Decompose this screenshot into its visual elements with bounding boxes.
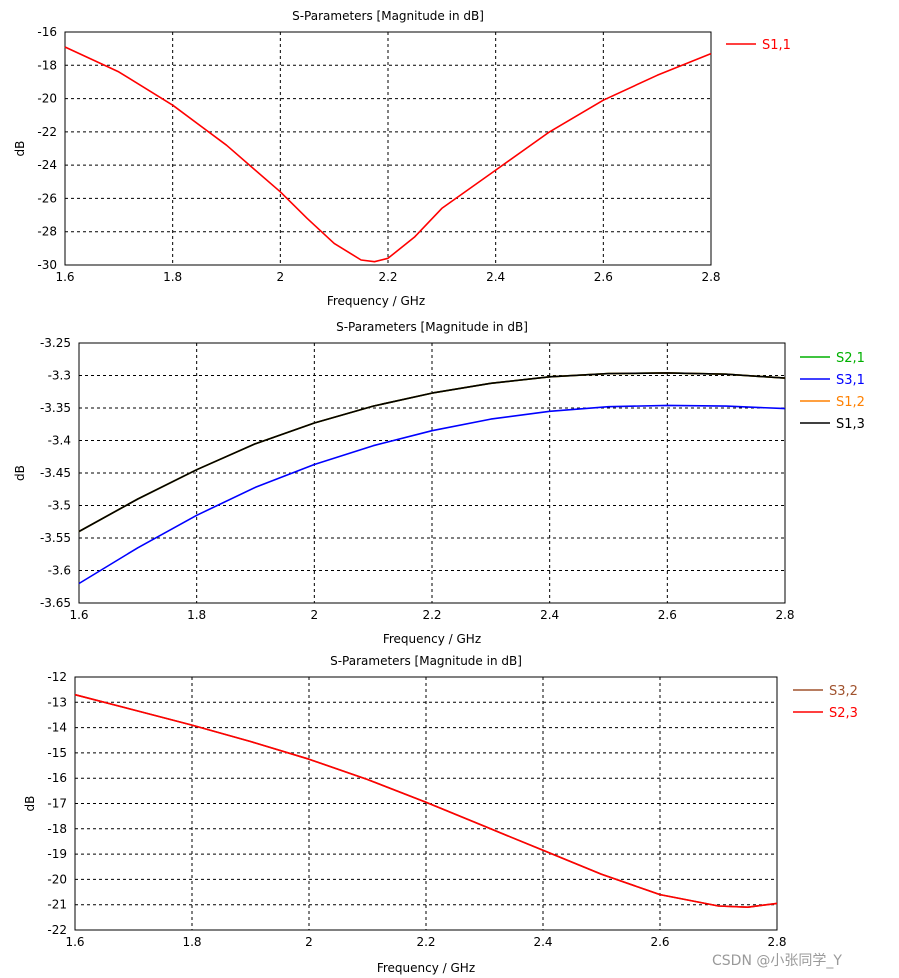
x-tick-label: 1.6	[65, 935, 84, 949]
y-tick-label: -12	[47, 670, 67, 684]
y-tick-label: -18	[37, 58, 57, 72]
legend-label: S2,3	[829, 706, 858, 721]
x-tick-label: 2.4	[540, 608, 559, 622]
chart-2: 1.6 1.8 2 2.2 2.4 2.6 2.8 -3.25 -3.3 -3.35 -3.4 -3.…	[13, 320, 865, 646]
y-tick-label: -3.25	[40, 336, 71, 350]
chart-title: S-Parameters [Magnitude in dB]	[330, 654, 522, 668]
y-tick-label: -20	[47, 872, 67, 886]
x-tick-label: 2.4	[486, 270, 505, 284]
y-tick-label: -15	[47, 746, 67, 760]
y-tick-label: -3.4	[48, 434, 71, 448]
y-tick-label: -16	[37, 25, 57, 39]
y-tick-label: -13	[47, 695, 67, 709]
x-tick-label: 2.6	[594, 270, 613, 284]
y-tick-label: -22	[47, 923, 67, 937]
x-tick-label: 2.2	[416, 935, 435, 949]
y-tick-label: -19	[47, 847, 67, 861]
plot-frame	[74, 676, 778, 931]
x-axis-label: Frequency / GHz	[327, 294, 425, 308]
x-tick-label: 2.8	[775, 608, 794, 622]
x-tick-label: 1.8	[163, 270, 182, 284]
chart-title: S-Parameters [Magnitude in dB]	[292, 9, 484, 23]
x-tick-label: 2.6	[650, 935, 669, 949]
y-tick-label: -24	[37, 158, 57, 172]
y-tick-label: -3.3	[48, 369, 71, 383]
plot-frame	[64, 31, 712, 266]
y-tick-label: -28	[37, 225, 57, 239]
y-tick-label: -3.6	[48, 564, 71, 578]
series-line-S3,1	[78, 404, 786, 585]
y-tick-label: -3.5	[48, 499, 71, 513]
y-axis-label: dB	[13, 141, 27, 157]
series-line-S2,3	[74, 693, 778, 909]
x-tick-label: 1.6	[55, 270, 74, 284]
y-tick-label: -3.35	[40, 401, 71, 415]
x-tick-label: 2.4	[533, 935, 552, 949]
y-tick-label: -3.55	[40, 531, 71, 545]
plot-frame	[78, 342, 786, 604]
legend-label: S2,1	[836, 351, 865, 366]
y-tick-label: -20	[37, 92, 57, 106]
x-axis-label: Frequency / GHz	[383, 632, 481, 646]
x-tick-label: 1.8	[182, 935, 201, 949]
y-tick-label: -16	[47, 771, 67, 785]
y-tick-label: -17	[47, 797, 67, 811]
y-tick-label: -18	[47, 822, 67, 836]
y-axis-label: dB	[13, 465, 27, 481]
x-axis-label: Frequency / GHz	[377, 961, 475, 975]
legend-label: S1,2	[836, 395, 865, 410]
legend-label: S3,1	[836, 373, 865, 388]
legend-label: S1,1	[762, 38, 791, 53]
chart-title: S-Parameters [Magnitude in dB]	[336, 320, 528, 334]
series-line-S1,1	[64, 46, 712, 263]
x-tick-label: 2.8	[701, 270, 720, 284]
watermark: CSDN @小张同学_Y	[712, 953, 842, 969]
y-tick-label: -30	[37, 258, 57, 272]
y-tick-label: -3.65	[40, 596, 71, 610]
x-tick-label: 2.8	[767, 935, 786, 949]
x-tick-label: 2	[305, 935, 313, 949]
x-tick-label: 2.2	[378, 270, 397, 284]
y-tick-label: -3.45	[40, 466, 71, 480]
x-tick-label: 1.6	[69, 608, 88, 622]
y-tick-label: -21	[47, 898, 67, 912]
y-tick-label: -22	[37, 125, 57, 139]
series-line-S1,3	[78, 372, 786, 533]
chart-3: 1.6 1.8 2 2.2 2.4 2.6 2.8 -12 -13 -14 -15 -16 -17 -18…	[23, 654, 858, 975]
x-tick-label: 2.6	[658, 608, 677, 622]
y-tick-label: -26	[37, 191, 57, 205]
y-tick-label: -14	[47, 721, 67, 735]
y-axis-label: dB	[23, 796, 37, 812]
x-tick-label: 1.8	[187, 608, 206, 622]
legend-label: S1,3	[836, 417, 865, 432]
legend-label: S3,2	[829, 684, 858, 699]
x-tick-label: 2	[311, 608, 319, 622]
chart-1: 1.6 1.8 2 2.2 2.4 2.6 2.8 -16 -18 -20 -22 -24 -26 -28…	[13, 9, 791, 308]
x-tick-label: 2.2	[422, 608, 441, 622]
x-tick-label: 2	[277, 270, 285, 284]
